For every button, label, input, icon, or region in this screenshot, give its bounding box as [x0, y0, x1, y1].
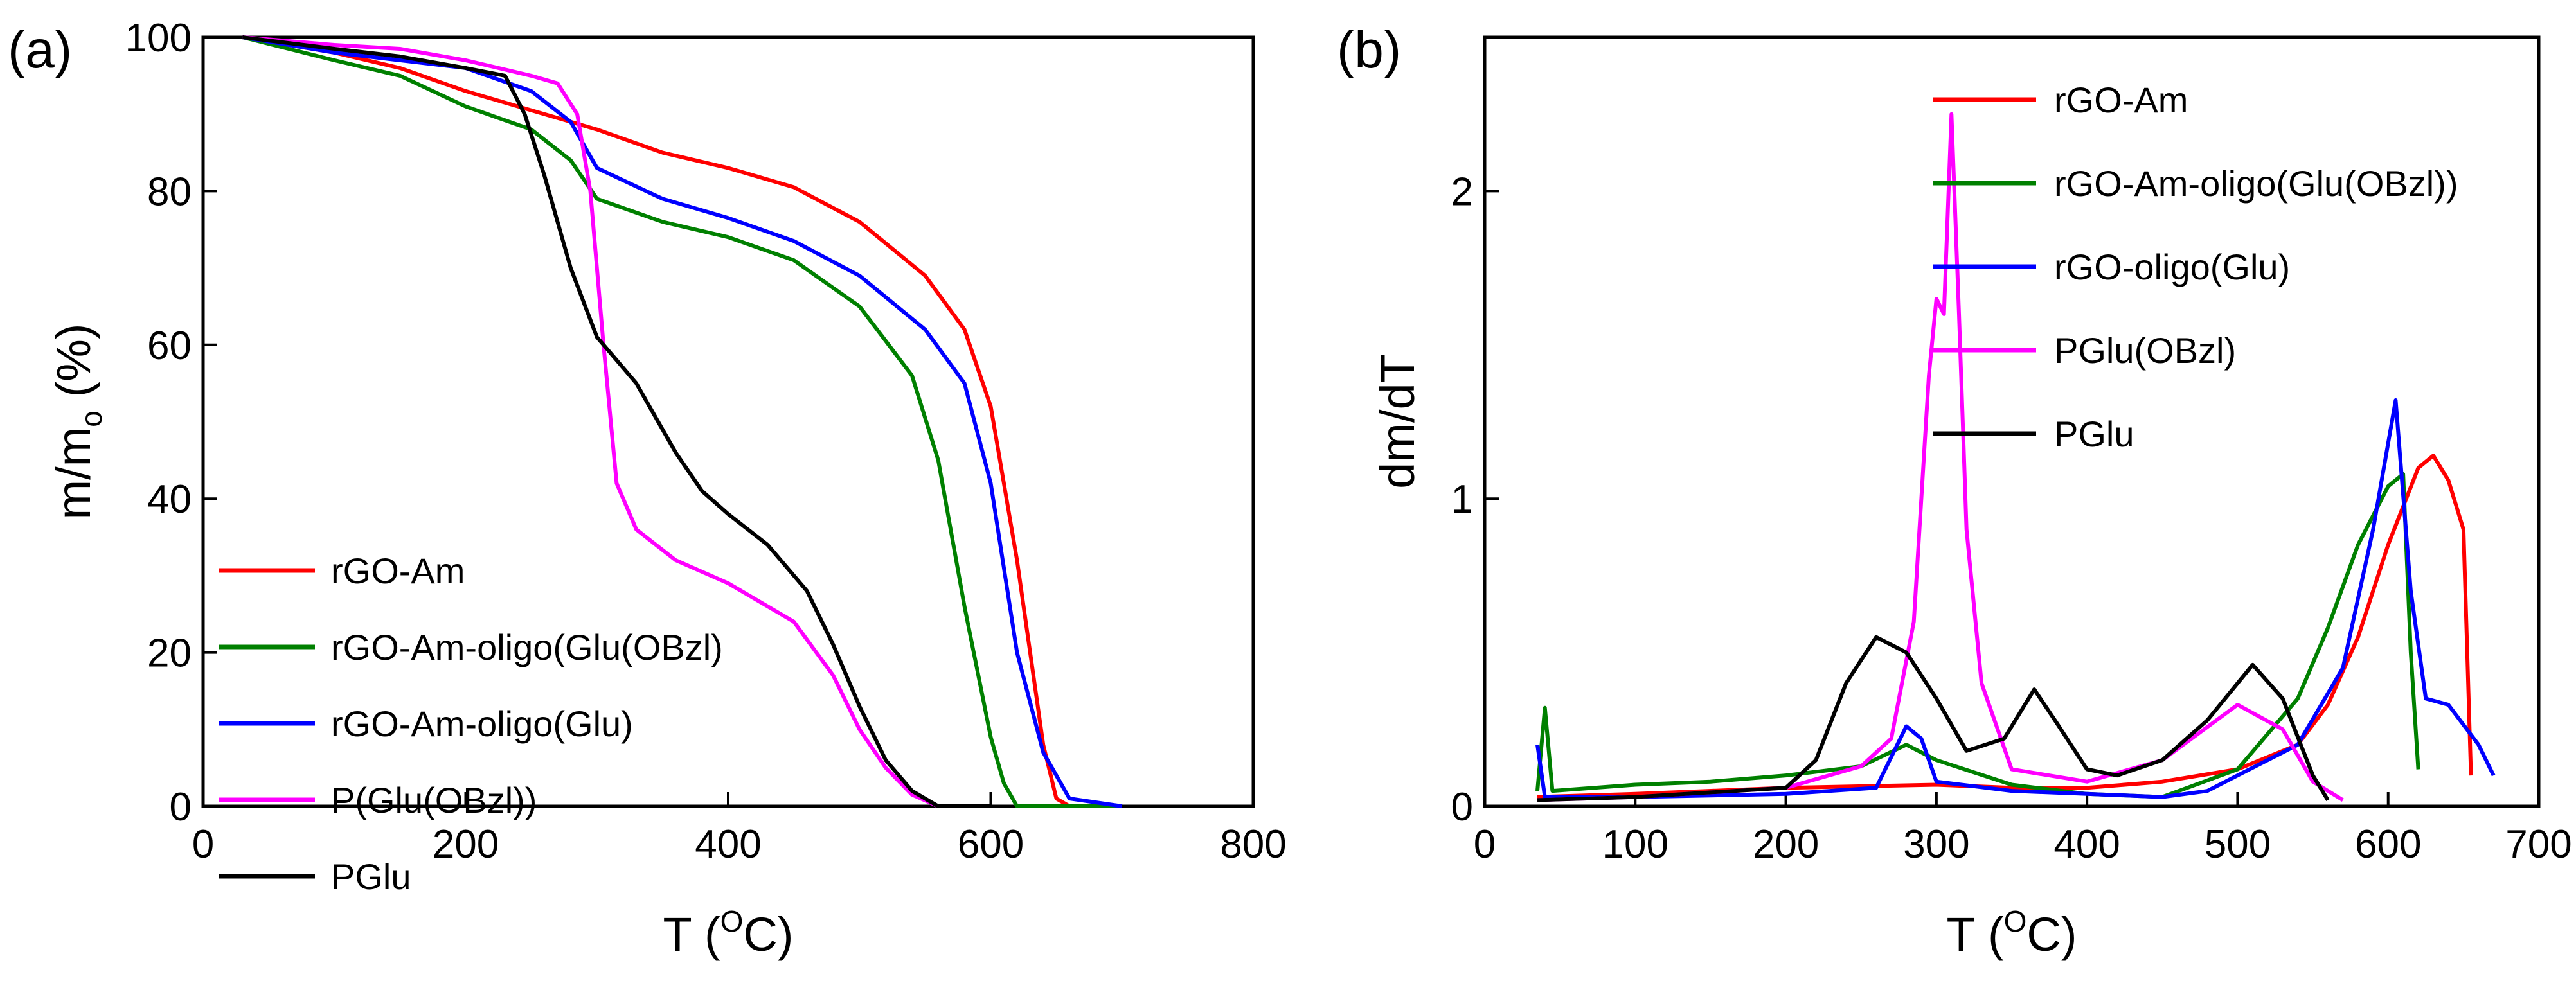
- panel-b-y-axis-title: dm/dT: [1371, 354, 1424, 489]
- panel-b-y-tick-label: 1: [1451, 477, 1473, 522]
- panel-a-series-line-1: [242, 35, 1122, 808]
- panel-b-legend: rGO-Am rGO-Am-oligo(Glu(OBzl)) rGO-oligo(G…: [1933, 80, 2458, 454]
- panel-a-x-tick-label: 400: [695, 822, 761, 867]
- panel-b-series: [1535, 112, 2496, 802]
- panel-b-legend-label: PGlu: [2054, 414, 2134, 454]
- panel-b-x-tick-label: 400: [2053, 822, 2120, 867]
- panel-b-x-tick-label: 100: [1602, 822, 1668, 867]
- panel-a-legend-label: rGO-Am-oligo(Glu): [331, 703, 633, 744]
- panel-a-y-tick-label: 80: [147, 170, 192, 214]
- panel-b-legend-label: rGO-oligo(Glu): [2054, 247, 2290, 287]
- panel-a-ticks: 0 200 400 600 800 0 20 40 60 80 100: [125, 16, 1287, 867]
- panel-b-ticks: 0 100 200 300 400 500 600 700 0 1 2: [1451, 170, 2572, 867]
- panel-a-legend-label: rGO-Am-oligo(Glu(OBzl): [331, 627, 723, 667]
- panel-b-x-tick-label: 700: [2505, 822, 2572, 867]
- panel-a-series-line-0: [242, 35, 1122, 808]
- panel-b-x-tick-label: 200: [1753, 822, 1819, 867]
- panel-b-x-tick-label: 600: [2355, 822, 2421, 867]
- panel-a-x-axis-title: T (OC): [663, 905, 794, 961]
- panel-a-x-tick-label: 200: [433, 822, 499, 867]
- chart-panel-b: (b) 0 100 200 300 400 500 600 700 0 1 2 T (OC) dm/…: [1337, 21, 2572, 961]
- panel-b-legend-label: rGO-Am-oligo(Glu(OBzl)): [2054, 163, 2458, 204]
- panel-b-y-tick-label: 0: [1451, 785, 1473, 829]
- panel-a-y-tick-label: 60: [147, 324, 192, 368]
- panel-a-x-tick-label: 0: [192, 822, 214, 867]
- chart-panel-a: (a) 0 200 400 600 800 0 20 40 60 80 100 T (OC) m/m…: [8, 16, 1287, 961]
- panel-a-y-tick-label: 20: [147, 632, 192, 676]
- panel-a-legend: rGO-Am rGO-Am-oligo(Glu(OBzl) rGO-Am-oligo…: [219, 551, 723, 897]
- panel-b-series-line-2: [1535, 398, 2496, 799]
- panel-a-frame: [201, 35, 1255, 808]
- panel-b-legend-label: rGO-Am: [2054, 80, 2188, 120]
- panel-b-x-tick-label: 0: [1474, 822, 1496, 867]
- panel-a-y-tick-label: 0: [170, 785, 192, 829]
- panel-b-series-line-4: [1537, 635, 2330, 802]
- panel-a-series-line-4: [242, 35, 991, 808]
- panel-a-legend-label: PGlu: [331, 856, 411, 897]
- panel-b-series-line-3: [1537, 112, 2344, 802]
- panel-b-x-tick-label: 300: [1903, 822, 1969, 867]
- panel-a-legend-label: P(Glu(OBzl)): [331, 780, 537, 820]
- panel-a-x-tick-label: 800: [1220, 822, 1286, 867]
- panel-a-series-line-2: [242, 35, 1123, 808]
- panel-a-series: [242, 35, 1123, 808]
- panel-b-label: (b): [1337, 21, 1401, 79]
- panel-a-series-line-3: [242, 35, 991, 808]
- panel-b-series-line-1: [1535, 472, 2420, 799]
- panel-b-x-axis-title: T (OC): [1947, 905, 2077, 961]
- panel-b-frame: [1483, 35, 2541, 808]
- panel-a-label: (a): [8, 21, 72, 79]
- panel-a-y-tick-label: 100: [125, 16, 192, 60]
- panel-b-y-tick-label: 2: [1451, 170, 1473, 214]
- panel-b-legend-label: PGlu(OBzl): [2054, 330, 2236, 371]
- panel-a-y-axis-title: m/mo (%): [47, 323, 108, 519]
- panel-a-legend-label: rGO-Am: [331, 551, 465, 591]
- panel-a-x-tick-label: 600: [958, 822, 1024, 867]
- panel-a-y-tick-label: 40: [147, 477, 192, 522]
- panel-b-x-tick-label: 500: [2205, 822, 2271, 867]
